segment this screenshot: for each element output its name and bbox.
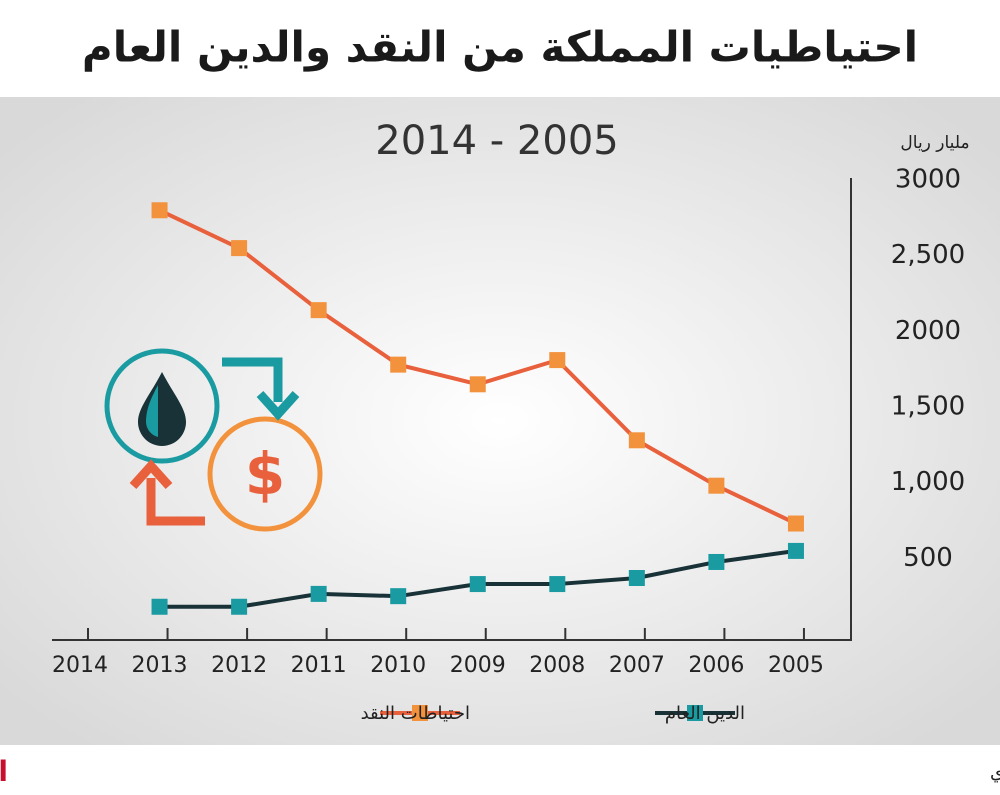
data-point [151,598,168,615]
legend-label: الدين العام [665,703,745,724]
data-point [549,576,566,593]
x-tick-label: 2007 [609,653,665,678]
x-tick-label: 2005 [768,653,824,678]
data-point [310,302,327,319]
data-point [628,432,645,449]
y-tick-label: 3000 [895,165,961,195]
data-point [310,585,327,602]
data-point [787,542,804,559]
x-tick-label: 2008 [529,653,585,678]
y-tick-label: 1,000 [891,467,965,497]
svg-text:$: $ [245,440,285,508]
y-tick-label: 500 [903,543,953,573]
data-point [787,515,804,532]
x-tick-label: 2013 [132,653,188,678]
legend-label: احتياطات النقد [361,703,470,724]
y-tick-label: 2,500 [891,240,965,270]
icon: $ [104,348,323,532]
y-tick-label: 1,500 [891,392,965,422]
legend-marker [412,705,428,721]
x-tick-label: 2012 [211,653,267,678]
y-tick-label: 2000 [895,316,961,346]
x-tick-label: 2006 [688,653,744,678]
data-point [708,553,725,570]
data-point [151,202,168,219]
data-point [708,477,725,494]
data-point [231,598,248,615]
logo: الاقتصادية [0,755,8,788]
source-note: المصدر: مؤسسة النقد العربي السعودي [990,762,1000,783]
legend-marker [687,705,703,721]
x-tick-label: 2009 [450,653,506,678]
data-point [390,588,407,605]
x-tick-label: 2010 [370,653,426,678]
data-point [469,576,486,593]
chart-subtitle: 2014 - 2005 [375,118,618,164]
data-point [390,356,407,373]
x-tick-label: 2014 [52,653,108,678]
data-point [628,570,645,587]
data-point [469,376,486,393]
data-point [231,240,248,257]
x-tick-label: 2011 [291,653,347,678]
data-point [549,352,566,369]
chart-title: احتياطيات المملكة من النقد والدين العام [82,23,918,73]
y-axis-title: مليار ريال [900,133,969,153]
